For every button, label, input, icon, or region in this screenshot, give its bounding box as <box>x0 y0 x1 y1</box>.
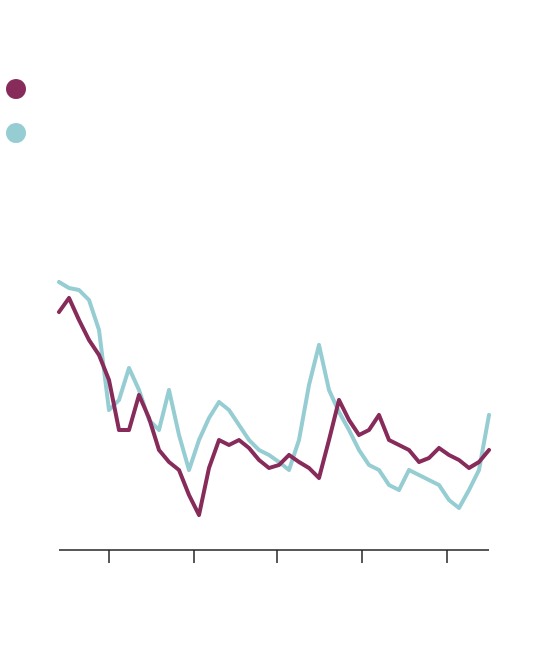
x-axis-ticks <box>108 550 448 563</box>
legend <box>6 78 36 166</box>
legend-item-series-2 <box>6 122 36 144</box>
legend-swatch-series-1 <box>6 79 26 99</box>
series-line-1 <box>57 296 491 517</box>
legend-item-series-1 <box>6 78 36 100</box>
series-layer <box>57 280 491 517</box>
legend-swatch-series-2 <box>6 123 26 143</box>
series-line-2 <box>57 280 491 510</box>
